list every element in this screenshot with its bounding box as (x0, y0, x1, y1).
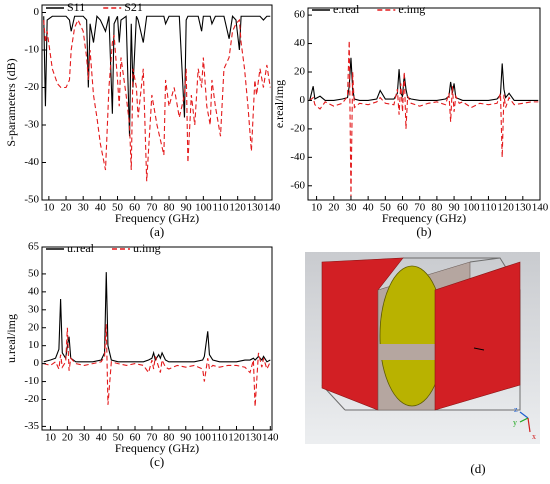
x-tick-label: 70 (146, 202, 158, 214)
y-axis-label: e.real/img (272, 80, 286, 128)
x-tick-label: 120 (497, 202, 514, 214)
y-tick-label: 20 (294, 66, 306, 78)
right-plate (434, 261, 521, 411)
y-tick-label: -30 (24, 119, 39, 131)
x-tick-label: 50 (380, 202, 392, 214)
legend-label: S21 (124, 0, 143, 14)
series-line (43, 15, 271, 137)
series-line (309, 40, 539, 198)
x-tick-label: 100 (194, 432, 211, 444)
x-tick-label: 40 (96, 432, 108, 444)
x-tick-label: 90 (181, 202, 193, 214)
y-tick-label: 60 (294, 9, 306, 21)
x-axis-label: Frequency (GHz) (115, 211, 199, 225)
y-tick-label: 40 (294, 37, 306, 49)
x-tick-label: 80 (164, 202, 176, 214)
series-line (43, 324, 271, 407)
y-tick-label: 0 (300, 94, 306, 106)
y-tick-label: -10 (24, 44, 39, 56)
model-render: z y x (305, 252, 540, 444)
x-tick-label: 130 (245, 432, 262, 444)
x-tick-label: 20 (328, 202, 340, 214)
x-tick-label: 70 (146, 432, 158, 444)
x-tick-label: 50 (113, 432, 125, 444)
y-tick-label: 50 (28, 267, 40, 279)
x-tick-label: 130 (247, 202, 264, 214)
y-axis-label: u.real/img (4, 314, 18, 363)
x-tick-label: 60 (130, 432, 142, 444)
y-tick-label: -50 (24, 194, 39, 206)
x-tick-label: 60 (129, 202, 141, 214)
plot-frame (41, 4, 273, 201)
x-tick-label: 110 (480, 202, 497, 214)
y-tick-label: -20 (24, 393, 39, 405)
x-tick-label: 20 (61, 202, 73, 214)
y-tick-label: 0 (34, 6, 40, 18)
x-axis-label: Frequency (GHz) (382, 211, 466, 225)
x-tick-label: 10 (45, 432, 57, 444)
x-tick-label: 80 (163, 432, 175, 444)
x-tick-label: 90 (180, 432, 192, 444)
axis-icon (519, 411, 531, 433)
series-line (43, 18, 271, 182)
y-tick-label: -20 (290, 122, 305, 134)
x-tick-label: 140 (264, 202, 281, 214)
x-tick-label: 40 (95, 202, 107, 214)
series-line (43, 272, 271, 363)
x-tick-label: 100 (195, 202, 212, 214)
x-tick-label: 140 (262, 432, 279, 444)
x-tick-label: 70 (414, 202, 426, 214)
y-tick-label: 40 (28, 285, 40, 297)
x-tick-label: 110 (212, 202, 229, 214)
x-tick-label: 30 (345, 202, 357, 214)
axis-label: x (532, 432, 536, 441)
series-line (309, 57, 539, 101)
legend-label: e.real (333, 2, 360, 16)
x-tick-label: 10 (43, 202, 55, 214)
port-marker (473, 347, 485, 351)
lower-patch (381, 360, 443, 407)
x-tick-label: 60 (397, 202, 409, 214)
x-tick-label: 40 (363, 202, 375, 214)
x-axis-label: Frequency (GHz) (115, 441, 199, 455)
legend-label: u.real (67, 241, 95, 255)
panel-caption: (b) (416, 224, 431, 239)
legend-label: u.img (133, 241, 161, 255)
y-tick-label: -20 (24, 81, 39, 93)
x-tick-label: 20 (62, 432, 74, 444)
x-tick-label: 50 (112, 202, 124, 214)
y-tick-label: 65 (28, 241, 40, 253)
x-tick-label: 110 (212, 432, 229, 444)
x-tick-label: 100 (463, 202, 480, 214)
legend-label: e.img (398, 2, 425, 16)
axis-label: y (513, 418, 517, 427)
x-tick-label: 140 (532, 202, 549, 214)
x-tick-label: 30 (79, 432, 91, 444)
axis-label: z (514, 405, 518, 414)
x-tick-label: 10 (311, 202, 323, 214)
y-axis-label: S-parameters (dB) (4, 58, 18, 146)
y-tick-label: 30 (28, 303, 40, 315)
y-tick-label: -60 (290, 179, 305, 191)
panel-caption: (a) (150, 224, 164, 239)
panel-caption: (d) (470, 461, 485, 476)
x-tick-label: 90 (449, 202, 461, 214)
legend-label: S11 (67, 0, 85, 14)
y-tick-label: -10 (24, 375, 39, 387)
y-tick-label: -40 (290, 151, 305, 163)
x-tick-label: 80 (431, 202, 443, 214)
plot-frame (307, 7, 541, 201)
panel-caption: (c) (150, 454, 164, 469)
y-tick-label: -40 (24, 156, 39, 168)
plot-frame (41, 246, 273, 431)
y-tick-label: 10 (28, 339, 40, 351)
y-tick-label: -35 (24, 420, 39, 432)
y-tick-label: 20 (28, 321, 40, 333)
x-tick-label: 30 (78, 202, 90, 214)
y-tick-label: 0 (34, 357, 40, 369)
x-tick-label: 120 (228, 432, 245, 444)
x-tick-label: 120 (229, 202, 246, 214)
x-tick-label: 130 (515, 202, 532, 214)
